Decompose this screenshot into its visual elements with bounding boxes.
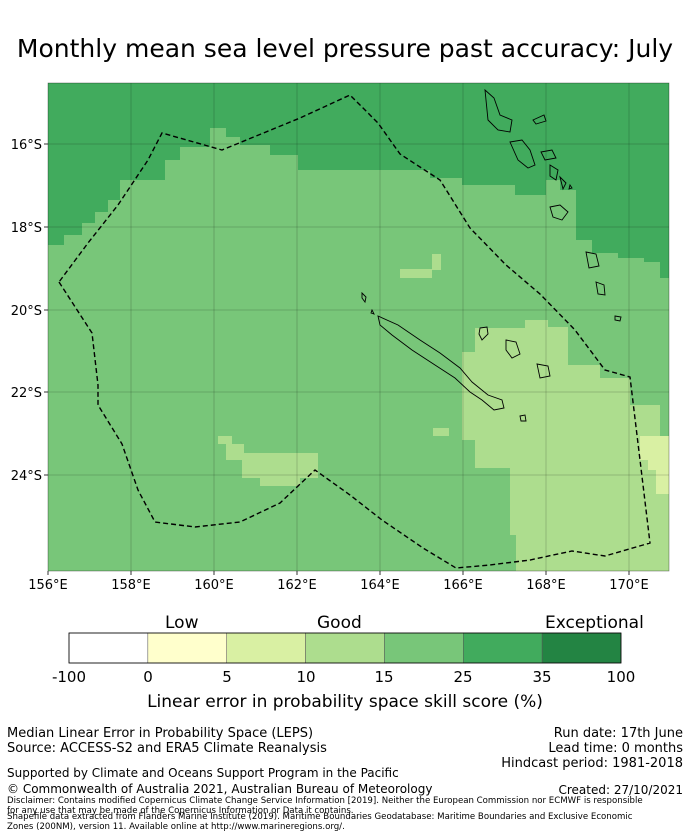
skill-band-5-10-patch: [640, 436, 669, 494]
metric-text: Median Linear Error in Probability Space…: [7, 726, 314, 741]
band-label-low: Low: [165, 613, 199, 633]
map-frame: [47, 82, 670, 572]
lon-tick-label: 160°E: [194, 578, 234, 593]
eez-boundary: [58, 94, 651, 569]
skill-band-10-15-patch: [226, 444, 244, 460]
colorbar-segment: [147, 632, 227, 664]
colorbar-tick-label: 35: [532, 668, 552, 686]
copyright-text: © Commonwealth of Australia 2021, Austra…: [7, 782, 433, 796]
colorbar-segment: [226, 632, 306, 664]
skill-band-10-15-patch: [260, 476, 300, 486]
shapefile-credit-text: Shapefile data extracted from Flanders M…: [7, 812, 633, 832]
lat-axis: 16°S 18°S 20°S 22°S 24°S: [11, 138, 48, 484]
colorbar-frame: [68, 632, 622, 664]
colorbar-segment: [305, 632, 385, 664]
lon-tick-label: 166°E: [443, 578, 483, 593]
colorbar: [68, 632, 622, 664]
support-text: Supported by Climate and Oceans Support …: [7, 766, 399, 780]
source-text: Source: ACCESS-S2 and ERA5 Climate Reana…: [7, 741, 327, 756]
map-panel: [47, 82, 670, 572]
colorbar-tick-label: 0: [143, 668, 153, 686]
skill-band-25-35-north: [48, 83, 669, 278]
skill-band-10-15-patch: [242, 453, 318, 478]
created-text: Created: 27/10/2021: [558, 783, 683, 797]
lead-time-text: Lead time: 0 months: [548, 741, 683, 756]
colorbar-tick-label: 15: [374, 668, 394, 686]
colorbar-segment: [68, 632, 149, 664]
skill-band-10-15-patch: [433, 428, 449, 436]
lon-tick-label: 164°E: [360, 578, 400, 593]
lat-tick-label: 18°S: [11, 221, 42, 236]
chart-title: Monthly mean sea level pressure past acc…: [16, 34, 674, 63]
gridlines: [48, 83, 669, 571]
vanuatu-coast: [484, 88, 622, 322]
colorbar-label: Linear error in probability space skill …: [147, 692, 543, 712]
skill-band-10-15-patch: [432, 254, 441, 270]
lat-tick-label: 24°S: [11, 469, 42, 484]
colorbar-tick-label: 25: [453, 668, 473, 686]
skill-band-10-15-patch: [400, 269, 432, 278]
colorbar-segment: [384, 632, 464, 664]
skill-band-10-15-east: [462, 320, 669, 571]
colorbar-segment: [463, 632, 543, 664]
colorbar-segment: [541, 632, 622, 664]
lat-tick-label: 22°S: [11, 386, 42, 401]
band-label-good: Good: [317, 613, 362, 633]
band-label-exceptional: Exceptional: [545, 613, 644, 633]
lat-tick-label: 16°S: [11, 138, 42, 153]
colorbar-tick-label: -100: [51, 668, 87, 686]
hindcast-text: Hindcast period: 1981-2018: [501, 756, 683, 771]
lat-tick-label: 20°S: [11, 304, 42, 319]
lon-tick-label: 158°E: [111, 578, 151, 593]
lon-tick-label: 168°E: [526, 578, 566, 593]
run-date-text: Run date: 17th June: [553, 726, 683, 741]
colorbar-tick-label: 100: [606, 668, 636, 686]
new-caledonia-coast: [361, 291, 551, 422]
lon-tick-label: 170°E: [609, 578, 649, 593]
disclaimer-text: Disclaimer: Contains modified Copernicus…: [7, 796, 643, 816]
colorbar-tick-label: 10: [296, 668, 316, 686]
lon-axis: 156°E 158°E 160°E 162°E 164°E 166°E 168°E 170°E: [28, 571, 649, 593]
skill-band-10-15-patch: [218, 436, 232, 444]
colorbar-tick-label: 5: [222, 668, 232, 686]
lon-tick-label: 156°E: [28, 578, 68, 593]
lon-tick-label: 162°E: [277, 578, 317, 593]
